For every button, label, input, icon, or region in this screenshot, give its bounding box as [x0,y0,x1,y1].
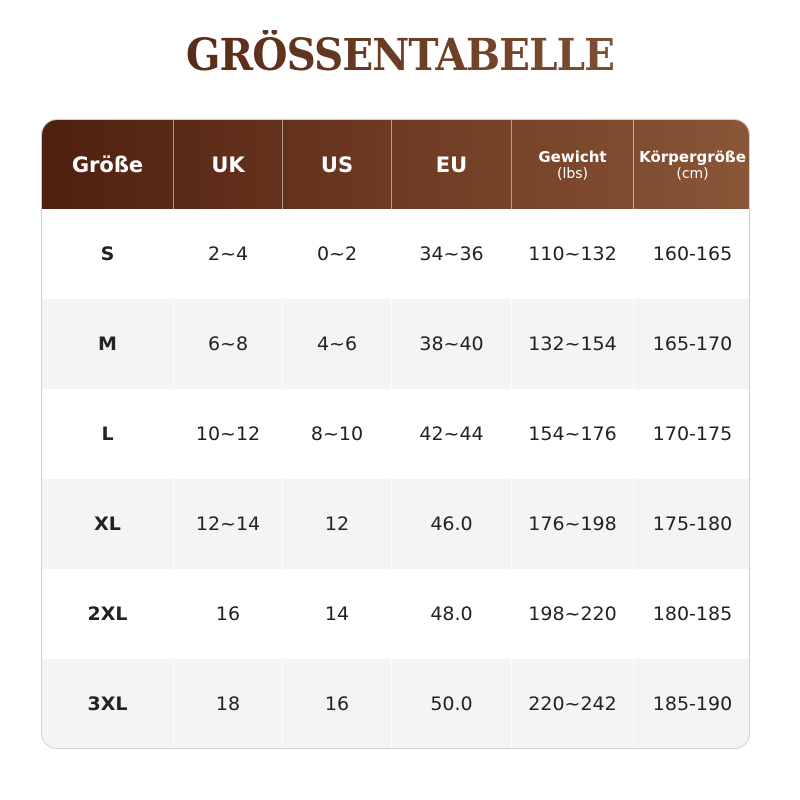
table-cell: 4~6 [283,299,392,389]
header-us: US [283,120,392,209]
table-cell: M [42,299,174,389]
header-label: UK [211,152,245,177]
header-label: Gewicht [538,147,607,166]
table-cell: S [42,209,174,299]
table-cell: 18 [174,659,283,748]
header-eu: EU [392,120,512,209]
header-label: US [320,152,354,177]
table-cell: 198~220 [512,569,634,659]
table-cell: XL [42,479,174,569]
table-cell: 16 [174,569,283,659]
table-cell: 175-180 [652,513,733,535]
table-cell: 8~10 [283,389,392,479]
table-cell: 0~2 [283,209,392,299]
header-unit: (cm) [676,165,709,182]
table-row: S 2~4 0~2 34~36 110~132 160-165 [42,209,749,299]
table-cell: 2XL [42,569,174,659]
table-row: L 10~12 8~10 42~44 154~176 170-175 [42,389,749,479]
table-cell: 180-185 [652,603,733,625]
table-cell: L [42,389,174,479]
table-cell: 220~242 [512,659,634,748]
header-height: Körpergröße (cm) [634,120,749,209]
table-cell: 12~14 [174,479,283,569]
table-cell: 6~8 [174,299,283,389]
table-row: 2XL 16 14 48.0 198~220 180-185 [42,569,749,659]
header-uk: UK [174,120,283,209]
table-cell: 185-190 [652,693,733,715]
table-cell: 10~12 [174,389,283,479]
table-cell: 132~154 [512,299,634,389]
table-cell: 48.0 [392,569,512,659]
table-row: M 6~8 4~6 38~40 132~154 165-170 [42,299,749,389]
table-cell: 50.0 [392,659,512,748]
header-label: EU [435,152,468,177]
table-cell: 42~44 [392,389,512,479]
table-cell: 34~36 [392,209,512,299]
size-table: Größe UK US EU Gewicht (lbs) Körpergröße(… [41,119,750,749]
table-cell: 46.0 [392,479,512,569]
table-cell: 3XL [42,659,174,748]
table-cell: 14 [283,569,392,659]
header-weight: Gewicht (lbs) [512,120,634,209]
table-cell: 110~132 [512,209,634,299]
table-row: 3XL 18 16 50.0 220~242 185-190 [42,659,749,748]
header-label: Größe [71,152,144,177]
table-cell: 12 [283,479,392,569]
table-cell: 38~40 [392,299,512,389]
page-title: GRÖSSENTABELLE [32,30,768,81]
header-size: Größe [42,120,174,209]
table-cell: 170-175 [652,423,733,445]
table-cell: 2~4 [174,209,283,299]
table-cell: 16 [283,659,392,748]
table-cell: 176~198 [512,479,634,569]
table-row: XL 12~14 12 46.0 176~198 175-180 [42,479,749,569]
table-cell: 165-170 [652,333,733,355]
table-header: Größe UK US EU Gewicht (lbs) Körpergröße(… [42,120,749,209]
header-label: Körpergröße [639,147,746,166]
table-cell: 154~176 [512,389,634,479]
table-cell: 160-165 [652,243,733,265]
header-unit: (lbs) [557,165,588,182]
